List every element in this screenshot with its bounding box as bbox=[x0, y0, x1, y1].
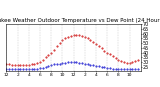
Title: Milwaukee Weather Outdoor Temperature vs Dew Point (24 Hours): Milwaukee Weather Outdoor Temperature vs… bbox=[0, 18, 160, 23]
